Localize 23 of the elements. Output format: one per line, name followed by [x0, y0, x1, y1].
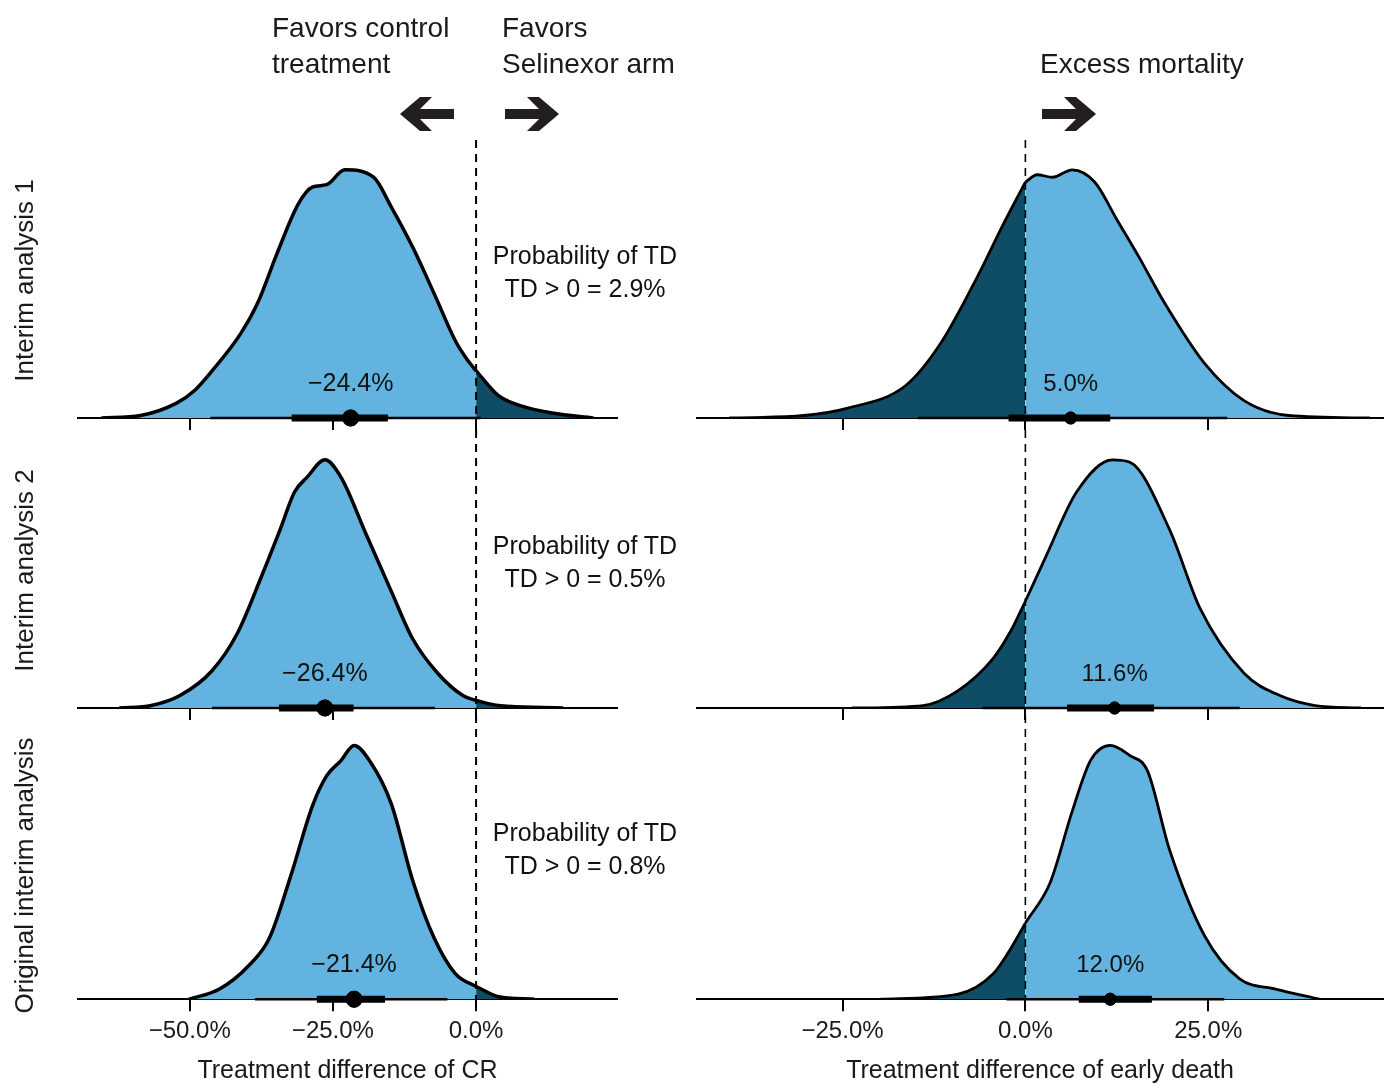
x-axis-title: Treatment difference of early death [846, 1054, 1234, 1083]
x-tick-label: −50.0% [148, 1016, 231, 1044]
chart-title: Excess mortality [1040, 47, 1245, 81]
annotation: Probability of TD TD > 0 = 2.9% [492, 240, 678, 302]
annotation: −24.4% [307, 367, 394, 396]
y-axis-title: Original interim analysis [8, 736, 40, 1016]
annotation: −21.4% [311, 949, 397, 978]
annotation: Probability of TD TD > 0 = 0.8% [492, 818, 678, 880]
x-tick-label: 0.0% [998, 1016, 1053, 1044]
x-tick-label: −25.0% [291, 1016, 374, 1044]
annotation: 11.6% [1081, 658, 1148, 686]
x-tick-label: 0.0% [448, 1016, 504, 1044]
annotation: −26.4% [282, 657, 368, 686]
y-axis-title: Interim analysis 1 [8, 178, 40, 384]
annotation: 5.0% [1043, 368, 1099, 396]
annotation: Probability of TD TD > 0 = 0.5% [492, 530, 678, 592]
chart-subtitle: Favors Selinexor arm [502, 11, 676, 81]
annotation: 12.0% [1076, 949, 1145, 977]
x-tick-label: −25.0% [801, 1016, 884, 1044]
x-tick-label: 25.0% [1174, 1016, 1243, 1044]
y-axis-title: Interim analysis 2 [8, 468, 40, 674]
x-axis-title: Treatment difference of CR [197, 1054, 498, 1083]
chart-title: Favors control treatment [272, 11, 451, 81]
